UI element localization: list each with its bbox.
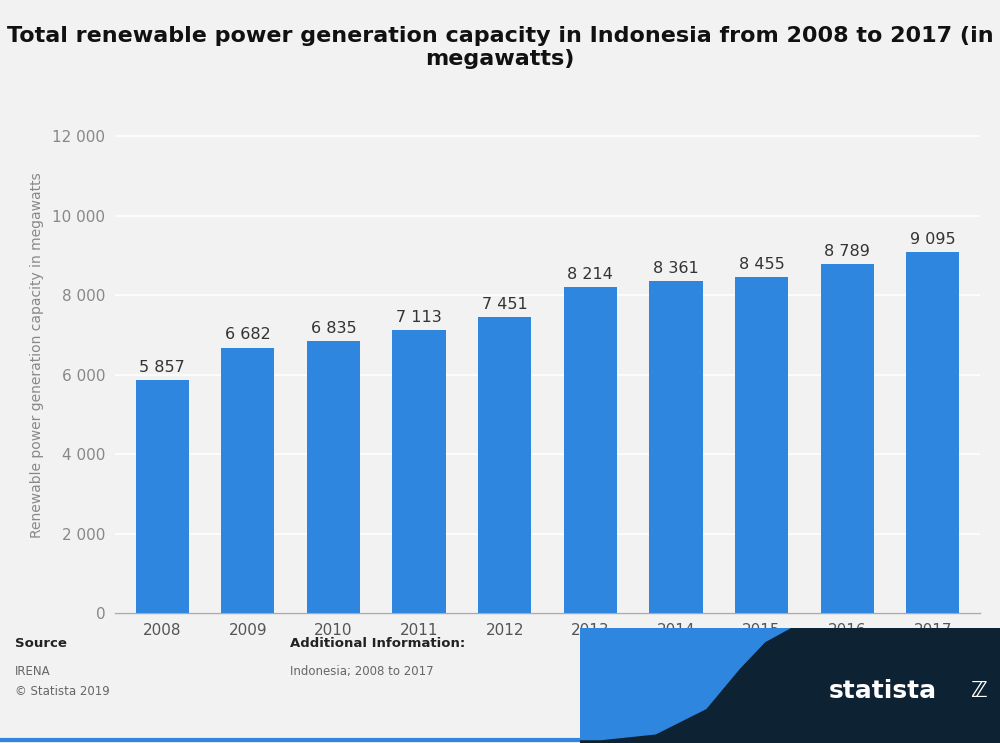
Y-axis label: Renewable power generation capacity in megawatts: Renewable power generation capacity in m… [30, 172, 44, 538]
Bar [735, 277, 788, 613]
Text: Total renewable power generation capacity in Indonesia from 2008 to 2017 (in
meg: Total renewable power generation capacit… [7, 26, 993, 69]
Bar [392, 331, 446, 613]
Bar [478, 317, 531, 613]
Bar [821, 264, 874, 613]
Polygon shape [580, 628, 1000, 743]
Bar [906, 252, 959, 613]
Text: 8 789: 8 789 [824, 244, 870, 259]
Text: 5 857: 5 857 [139, 360, 185, 375]
Bar [564, 287, 617, 613]
Bar [221, 348, 274, 613]
Text: Source: Source [15, 637, 67, 650]
Text: 8 214: 8 214 [567, 267, 613, 282]
Text: Additional Information:: Additional Information: [290, 637, 465, 650]
Text: IRENA
© Statista 2019: IRENA © Statista 2019 [15, 665, 110, 698]
Text: Indonesia; 2008 to 2017: Indonesia; 2008 to 2017 [290, 665, 434, 678]
Text: 9 095: 9 095 [910, 232, 956, 247]
Text: 6 835: 6 835 [311, 321, 356, 337]
Text: 8 361: 8 361 [653, 261, 699, 276]
Bar [649, 281, 703, 613]
Text: 7 113: 7 113 [396, 311, 442, 325]
Text: ℤ: ℤ [971, 681, 987, 701]
Text: 7 451: 7 451 [482, 297, 528, 312]
Text: 8 455: 8 455 [739, 257, 784, 272]
Bar [136, 380, 189, 613]
Text: statista: statista [828, 679, 936, 703]
Bar [307, 342, 360, 613]
Text: 6 682: 6 682 [225, 328, 271, 343]
Polygon shape [580, 628, 790, 739]
